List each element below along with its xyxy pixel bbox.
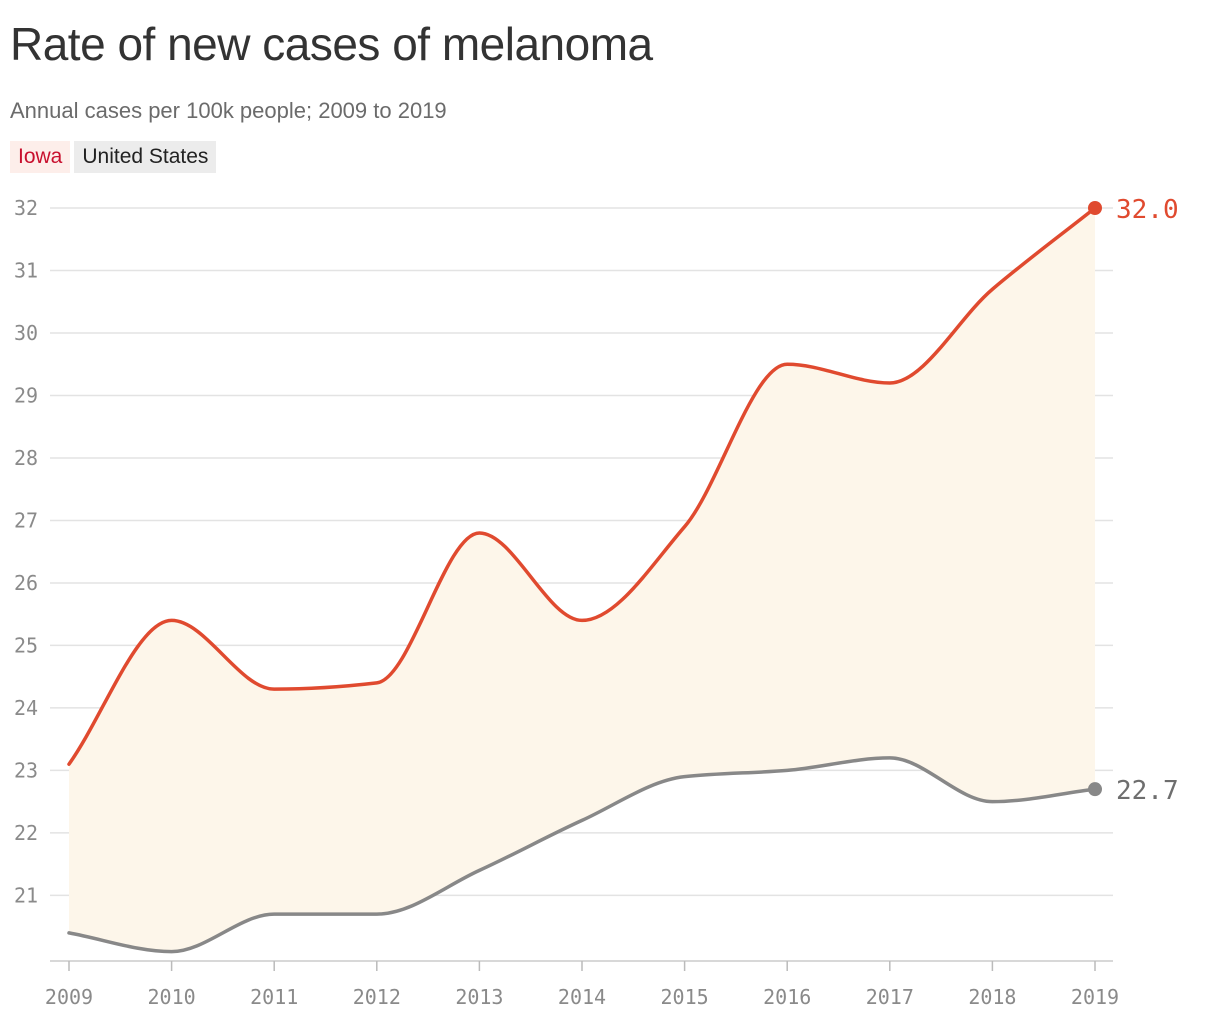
legend-item-united-states: United States [74,141,217,173]
y-tick-label: 23 [14,758,38,782]
y-tick-label: 32 [14,196,38,220]
series-line-united-states [67,756,1097,954]
series-line-iowa [67,206,1097,766]
data-points [1088,201,1102,797]
chart-subtitle: Annual cases per 100k people; 2009 to 20… [10,98,447,123]
x-tick-label: 2009 [45,985,93,1009]
chart-title: Rate of new cases of melanoma [10,18,653,70]
data-point-iowa-2019 [1088,201,1102,215]
x-axis: 2009 2010 2011 2012 2013 2014 2015 2016 2017 2018… [45,960,1119,1009]
x-tick-label: 2015 [661,985,709,1009]
y-tick-label: 25 [14,633,38,657]
y-tick-label: 27 [14,508,38,532]
y-tick-label: 28 [14,446,38,470]
x-tick-label: 2018 [968,985,1016,1009]
y-axis: 21 22 23 24 25 26 27 28 29 30 31 32 [14,196,38,907]
x-tick-label: 2010 [148,985,196,1009]
data-label-united-states-2019: 22.7 [1116,776,1179,806]
y-tick-label: 22 [14,821,38,845]
end-labels: 32.0 22.7 [1116,195,1179,806]
data-label-iowa-2019: 32.0 [1116,195,1179,225]
data-point-united-states-2019 [1088,782,1102,797]
x-tick-label: 2011 [250,985,298,1009]
y-tick-label: 29 [14,383,38,407]
x-tick-label: 2014 [558,985,606,1009]
x-tick-label: 2012 [353,985,401,1009]
y-tick-label: 24 [14,696,38,720]
y-tick-label: 26 [14,571,38,595]
y-tick-label: 30 [14,321,38,345]
x-tick-label: 2013 [455,985,503,1009]
area-between-series [69,208,1095,952]
y-tick-label: 21 [14,883,38,907]
x-tick-label: 2017 [866,985,914,1009]
x-tick-label: 2016 [763,985,811,1009]
legend-item-iowa: Iowa [10,141,71,173]
legend: Iowa United States [10,141,217,173]
x-tick-label: 2019 [1071,985,1119,1009]
y-tick-label: 31 [14,258,38,282]
